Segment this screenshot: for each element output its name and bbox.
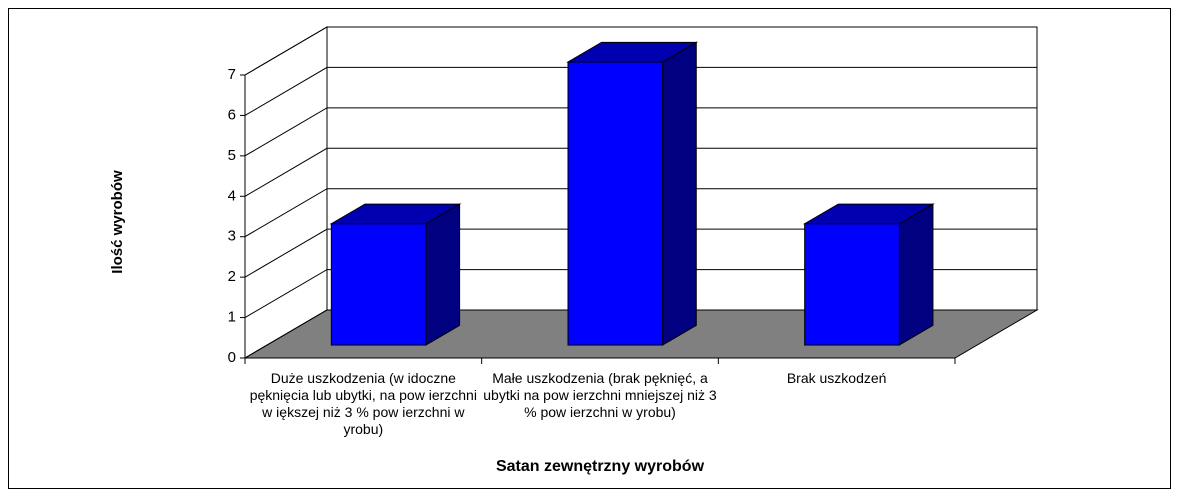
grid-line xyxy=(244,188,1037,238)
y-tick-label: 2 xyxy=(228,268,236,285)
bar xyxy=(566,41,699,346)
bar-front xyxy=(567,61,664,346)
y-tick-label: 0 xyxy=(228,349,236,366)
bar-side xyxy=(662,41,697,346)
x-axis-title: Satan zewnętrzny wyrobów xyxy=(496,458,705,475)
y-tick-label: 3 xyxy=(228,228,236,245)
bar xyxy=(802,203,935,346)
y-tick-label: 4 xyxy=(228,187,236,204)
chart-border xyxy=(8,8,1171,489)
x-tick-label: Brak uszkodzeń xyxy=(786,370,887,386)
y-axis-title: Ilość wyrobów xyxy=(109,170,126,274)
x-tick-label: Duże uszkodzenia (w idoczne pęknięcia lu… xyxy=(249,370,477,437)
x-tick-label-box: Duże uszkodzenia (w idoczne pęknięcia lu… xyxy=(249,370,477,437)
grid-line xyxy=(244,26,1037,76)
x-tick-label-box: Małe uszkodzenia (brak pęknięć, a ubytki… xyxy=(483,370,717,420)
bar-side xyxy=(898,203,934,346)
grid-line xyxy=(244,147,1037,197)
bar-front xyxy=(330,223,427,346)
y-tick-label: 7 xyxy=(228,66,236,83)
grid-line xyxy=(244,228,1037,278)
grid-line xyxy=(244,107,1037,157)
grid-line xyxy=(244,66,1037,116)
bar-front xyxy=(804,223,900,346)
x-tick-label-box: Brak uszkodzeń xyxy=(786,370,887,386)
grid-line xyxy=(244,269,1037,319)
bar xyxy=(329,203,462,346)
grid-line xyxy=(244,309,1037,359)
y-tick-label: 6 xyxy=(228,106,236,123)
side-wall xyxy=(244,26,328,359)
x-tick-label: Małe uszkodzenia (brak pęknięć, a ubytki… xyxy=(483,370,717,420)
y-tick-label: 1 xyxy=(228,309,236,326)
bar-side xyxy=(425,203,461,346)
y-tick-label: 5 xyxy=(228,147,236,164)
